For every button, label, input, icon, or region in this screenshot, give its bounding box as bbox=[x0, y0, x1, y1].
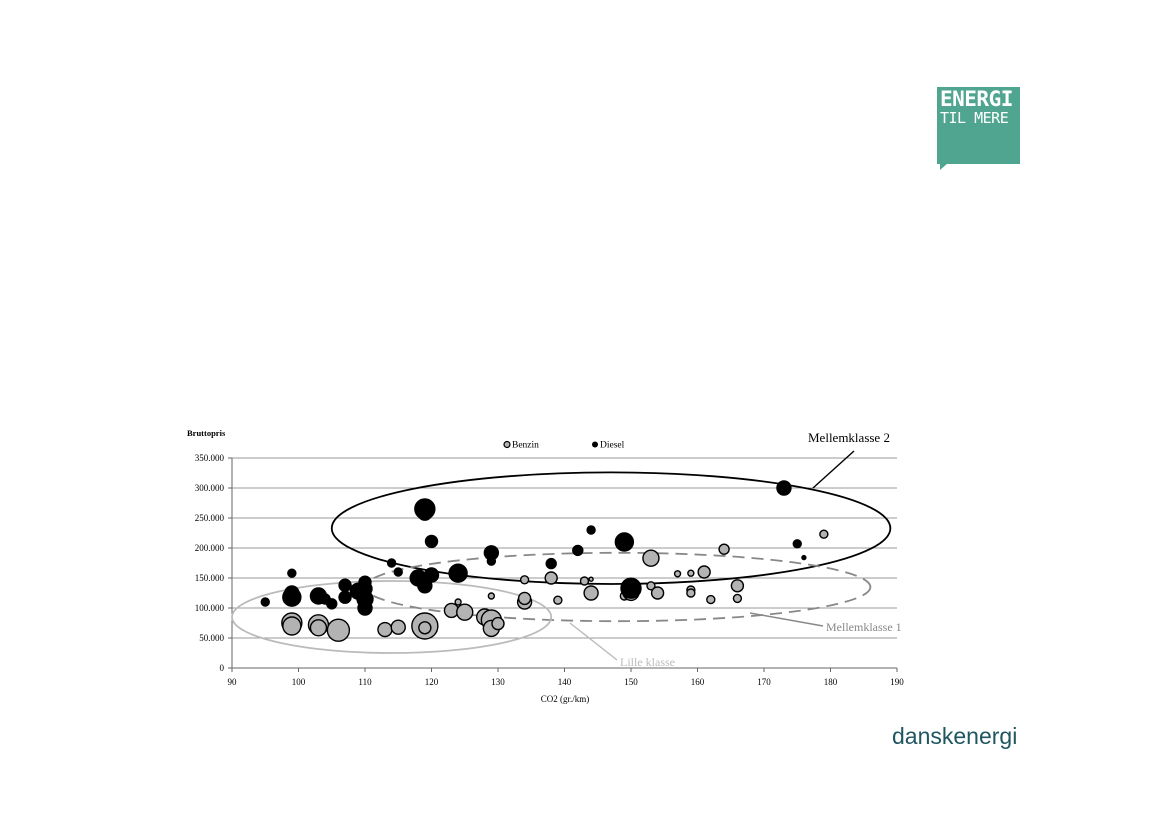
point-benzin bbox=[519, 575, 530, 585]
legend-marker-diesel bbox=[592, 441, 598, 448]
point-diesel bbox=[287, 568, 297, 578]
x-tick-label: 190 bbox=[890, 677, 904, 687]
data-points bbox=[260, 480, 829, 642]
x-tick-label: 110 bbox=[358, 677, 372, 687]
legend-label-benzin: Benzin bbox=[512, 441, 539, 451]
point-diesel bbox=[572, 544, 584, 557]
x-tick-label: 160 bbox=[691, 677, 705, 687]
point-benzin bbox=[309, 619, 328, 637]
ellipse-mellemklasse-2 bbox=[330, 471, 892, 585]
point-benzin bbox=[583, 585, 599, 601]
y-tick-label: 300.000 bbox=[195, 483, 225, 493]
point-diesel bbox=[423, 567, 440, 583]
y-tick-label: 150.000 bbox=[195, 573, 225, 583]
chart-legend: Benzin Diesel bbox=[503, 440, 625, 451]
point-benzin bbox=[456, 603, 474, 621]
point-diesel bbox=[792, 539, 802, 549]
point-diesel bbox=[386, 558, 397, 568]
annotation-leader-mellemklasse-1 bbox=[749, 612, 824, 627]
logo-text-energi: ENERGI bbox=[940, 87, 1013, 111]
danskenergi-logo: danskenergi bbox=[892, 723, 1018, 749]
x-tick-label: 170 bbox=[757, 677, 771, 687]
annotation-leader-mellemklasse-2 bbox=[812, 450, 855, 489]
y-tick-label: 50.000 bbox=[199, 633, 224, 643]
point-benzin bbox=[326, 618, 351, 642]
point-benzin bbox=[732, 593, 743, 604]
point-diesel bbox=[424, 534, 439, 549]
point-diesel bbox=[326, 598, 338, 610]
legend-marker-benzin bbox=[503, 440, 511, 449]
annotation-leader-lille-klasse bbox=[569, 622, 618, 661]
x-tick-label: 130 bbox=[491, 677, 505, 687]
y-tick-label: 100.000 bbox=[195, 603, 225, 613]
x-tick-label: 180 bbox=[824, 677, 838, 687]
point-diesel bbox=[545, 557, 557, 570]
x-tick-label: 120 bbox=[425, 677, 439, 687]
point-diesel bbox=[776, 480, 792, 496]
point-benzin bbox=[282, 616, 302, 636]
point-benzin bbox=[642, 549, 660, 567]
point-diesel bbox=[417, 505, 433, 521]
y-tick-label: 0 bbox=[220, 663, 225, 673]
point-benzin bbox=[706, 594, 716, 605]
x-tick-label: 90 bbox=[228, 677, 238, 687]
point-diesel bbox=[260, 597, 270, 607]
ellipse-mellemklasse-1 bbox=[364, 551, 872, 623]
point-benzin bbox=[579, 576, 590, 586]
point-diesel bbox=[801, 554, 807, 561]
y-axis-label: Bruttopris bbox=[187, 428, 226, 438]
logo-text-til-mere: TIL MERE bbox=[940, 109, 1009, 127]
point-benzin bbox=[588, 576, 594, 582]
point-diesel bbox=[338, 578, 352, 592]
point-benzin bbox=[418, 621, 432, 635]
point-diesel bbox=[393, 567, 403, 577]
point-diesel bbox=[486, 556, 497, 566]
ellipse-lille-klasse bbox=[231, 580, 553, 654]
point-diesel bbox=[586, 525, 596, 535]
y-tick-label: 200.000 bbox=[195, 543, 225, 553]
point-benzin bbox=[819, 529, 829, 539]
x-tick-label: 100 bbox=[292, 677, 306, 687]
point-benzin bbox=[517, 591, 532, 606]
point-benzin bbox=[454, 598, 462, 606]
legend-label-diesel: Diesel bbox=[600, 441, 625, 451]
y-tick-label: 250.000 bbox=[195, 513, 225, 523]
annotation-mellemklasse-2: Mellemklasse 2 bbox=[808, 430, 890, 445]
point-benzin bbox=[730, 579, 745, 593]
point-benzin bbox=[646, 581, 656, 591]
chart-grid bbox=[228, 457, 898, 672]
point-benzin bbox=[544, 571, 558, 585]
logo-tail-shape bbox=[940, 163, 948, 170]
point-benzin bbox=[697, 565, 711, 579]
y-axis-ticks: 0 50.000 100.000 150.000 200.000 250.000 300.0… bbox=[195, 453, 225, 673]
x-axis-ticks: 90 100 110 120 130 140 150 160 170 180 190 bbox=[228, 677, 905, 687]
point-diesel bbox=[448, 563, 468, 583]
point-benzin bbox=[390, 619, 406, 635]
point-benzin bbox=[491, 616, 505, 631]
point-benzin bbox=[650, 586, 665, 600]
point-diesel bbox=[614, 532, 635, 552]
energi-til-mere-logo: ENERGI TIL MERE bbox=[937, 87, 1020, 164]
point-diesel bbox=[338, 590, 352, 604]
annotation-mellemklasse-1: Mellemklasse 1 bbox=[826, 620, 902, 634]
annotation-lille-klasse: Lille klasse bbox=[620, 655, 675, 669]
x-axis-label: CO2 (gr./km) bbox=[541, 694, 590, 704]
point-diesel bbox=[623, 582, 639, 598]
point-diesel bbox=[284, 585, 300, 601]
point-benzin bbox=[687, 569, 695, 577]
point-benzin bbox=[553, 595, 563, 605]
point-diesel bbox=[357, 600, 373, 616]
point-benzin bbox=[377, 621, 393, 638]
point-benzin bbox=[673, 570, 682, 578]
point-benzin bbox=[718, 543, 730, 555]
point-benzin bbox=[487, 592, 496, 600]
x-tick-label: 150 bbox=[624, 677, 638, 687]
x-tick-label: 140 bbox=[558, 677, 572, 687]
point-benzin bbox=[686, 588, 696, 598]
y-tick-label: 350.000 bbox=[195, 453, 225, 463]
